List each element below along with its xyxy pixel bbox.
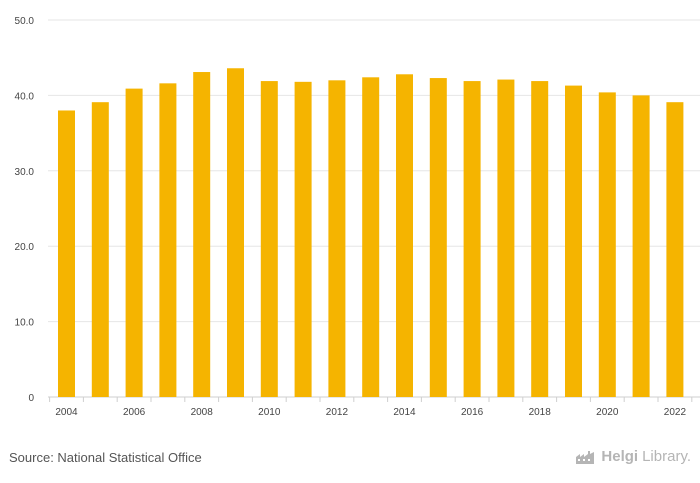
x-tick-label: 2020: [596, 407, 619, 418]
x-tick-label: 2022: [664, 407, 687, 418]
x-tick-label: 2014: [393, 407, 416, 418]
helgi-library-logo[interactable]: Helgi Library.: [575, 448, 691, 465]
y-tick-label: 20.0: [15, 242, 35, 253]
bar-2022[interactable]: [666, 102, 684, 397]
y-tick-label: 40.0: [15, 91, 35, 102]
x-tick-label: 2016: [461, 407, 484, 418]
bar-2013[interactable]: [362, 77, 380, 397]
bar-2009[interactable]: [227, 68, 244, 398]
x-tick-label: 2010: [258, 407, 281, 418]
bars: [58, 68, 684, 398]
x-tick-label: 2008: [191, 407, 214, 418]
factory-icon: [576, 450, 595, 464]
y-tick-label: 50.0: [15, 16, 35, 27]
bar-2016[interactable]: [463, 81, 481, 397]
bar-2018[interactable]: [531, 81, 549, 397]
bar-2019[interactable]: [565, 85, 582, 398]
bar-2006[interactable]: [125, 88, 143, 397]
bar-2008[interactable]: [193, 72, 211, 397]
bar-2007[interactable]: [159, 83, 177, 397]
x-axis-tick-labels: 2004 2006 2008 2010 2012 2014 2016 2018 2020 2022: [55, 407, 686, 418]
y-tick-label: 10.0: [15, 318, 35, 329]
x-tick-label: 2006: [123, 407, 146, 418]
logo-text-light: Library.: [642, 448, 691, 465]
x-tick-label: 2012: [326, 407, 349, 418]
logo-text-bold: Helgi: [601, 448, 639, 465]
bar-2015[interactable]: [429, 78, 447, 398]
bar-2010[interactable]: [260, 81, 278, 397]
bar-chart: 010.020.030.040.050.0 2004 2006 2008 2010 20…: [15, 16, 700, 418]
bar-2021[interactable]: [632, 95, 650, 398]
bar-2004[interactable]: [58, 110, 75, 397]
bar-2014[interactable]: [396, 74, 413, 398]
y-axis-tick-labels: 0 10.0 20.0 30.0 40.0 50.0: [15, 16, 35, 404]
x-tick-label: 2004: [55, 407, 78, 418]
source-note: Source: National Statistical Office: [9, 450, 202, 465]
y-tick-label: 0: [28, 393, 34, 404]
bar-2012[interactable]: [328, 80, 346, 397]
bar-2005[interactable]: [91, 102, 109, 397]
y-tick-label: 30.0: [15, 167, 35, 178]
bar-2020[interactable]: [598, 92, 616, 397]
x-tick-label: 2018: [529, 407, 552, 418]
bar-2017[interactable]: [497, 79, 515, 397]
bar-2011[interactable]: [294, 81, 312, 397]
